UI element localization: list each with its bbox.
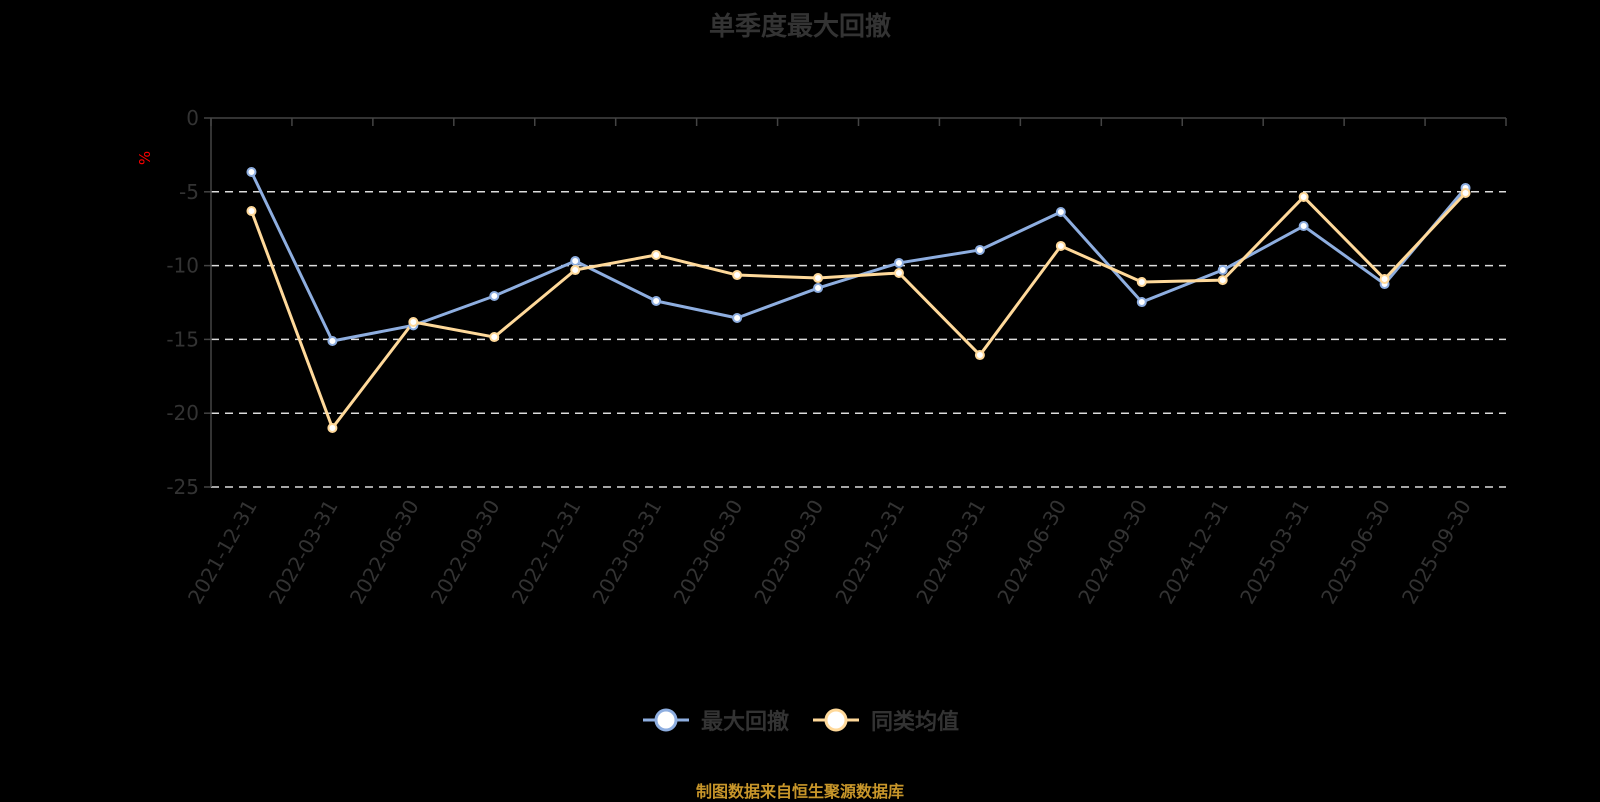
legend-item-peer-average[interactable]: 同类均值 <box>811 704 959 736</box>
data-point[interactable] <box>1217 265 1228 276</box>
x-tick-label: 2025-09-30 <box>1397 496 1476 609</box>
data-point[interactable] <box>570 256 581 267</box>
data-point[interactable] <box>893 257 904 268</box>
data-point[interactable] <box>1055 240 1066 251</box>
y-tick-label: -5 <box>179 180 199 204</box>
x-tick-label: 2024-03-31 <box>911 496 990 609</box>
data-point[interactable] <box>1136 297 1147 308</box>
y-tick-label: -15 <box>166 327 199 351</box>
data-point[interactable] <box>1136 276 1147 287</box>
data-point[interactable] <box>1298 191 1309 202</box>
x-tick-label: 2025-03-31 <box>1235 496 1314 609</box>
data-point[interactable] <box>327 336 338 347</box>
x-tick-label: 2022-09-30 <box>426 496 505 609</box>
x-tick-label: 2023-12-31 <box>830 496 909 609</box>
legend-item-max-drawdown[interactable]: 最大回撤 <box>641 704 789 736</box>
data-point[interactable] <box>1298 221 1309 232</box>
legend-label: 最大回撤 <box>700 710 789 735</box>
x-tick-label: 2023-03-31 <box>588 496 667 609</box>
data-point[interactable] <box>1460 187 1471 198</box>
x-tick-label: 2024-12-31 <box>1154 496 1233 609</box>
x-tick-label: 2025-06-30 <box>1316 496 1395 609</box>
data-point[interactable] <box>974 350 985 361</box>
y-unit-label: % <box>136 151 154 165</box>
data-point[interactable] <box>651 249 662 260</box>
data-point[interactable] <box>570 265 581 276</box>
circle-line-marker-icon <box>642 708 689 732</box>
y-tick-label: -20 <box>166 401 199 425</box>
data-point[interactable] <box>1217 275 1228 286</box>
data-point[interactable] <box>246 205 257 216</box>
y-tick-label: -25 <box>166 475 199 499</box>
series-line <box>250 171 1467 343</box>
y-tick-label: 0 <box>186 106 199 130</box>
data-point[interactable] <box>732 270 743 281</box>
data-point[interactable] <box>974 244 985 255</box>
data-point[interactable] <box>732 312 743 323</box>
legend: 最大回撤 同类均值 <box>0 704 1600 736</box>
data-point[interactable] <box>489 332 500 343</box>
chart-title: 单季度最大回撤 <box>708 12 891 42</box>
data-point[interactable] <box>489 291 500 302</box>
x-tick-label: 2021-12-31 <box>183 496 262 609</box>
x-tick-label: 2023-09-30 <box>749 496 828 609</box>
circle-line-marker-icon <box>813 708 859 732</box>
data-point[interactable] <box>651 296 662 307</box>
data-point[interactable] <box>893 267 904 278</box>
x-tick-label: 2024-09-30 <box>1073 496 1152 609</box>
data-point[interactable] <box>246 167 257 178</box>
series-line <box>250 191 1467 430</box>
data-point[interactable] <box>1055 207 1066 218</box>
data-point[interactable] <box>813 283 824 294</box>
data-point[interactable] <box>408 316 419 327</box>
x-tick-label: 2022-12-31 <box>507 496 586 609</box>
data-point[interactable] <box>1379 274 1390 285</box>
x-tick-label: 2022-03-31 <box>264 496 343 609</box>
data-point[interactable] <box>813 272 824 283</box>
x-tick-label: 2024-06-30 <box>992 496 1071 609</box>
data-source-note: 制图数据来自恒生聚源数据库 <box>695 782 904 801</box>
x-tick-label: 2022-06-30 <box>345 496 424 609</box>
y-tick-label: -10 <box>166 254 199 278</box>
x-tick-label: 2023-06-30 <box>669 496 748 609</box>
legend-label: 同类均值 <box>871 710 960 735</box>
data-point[interactable] <box>327 422 338 433</box>
